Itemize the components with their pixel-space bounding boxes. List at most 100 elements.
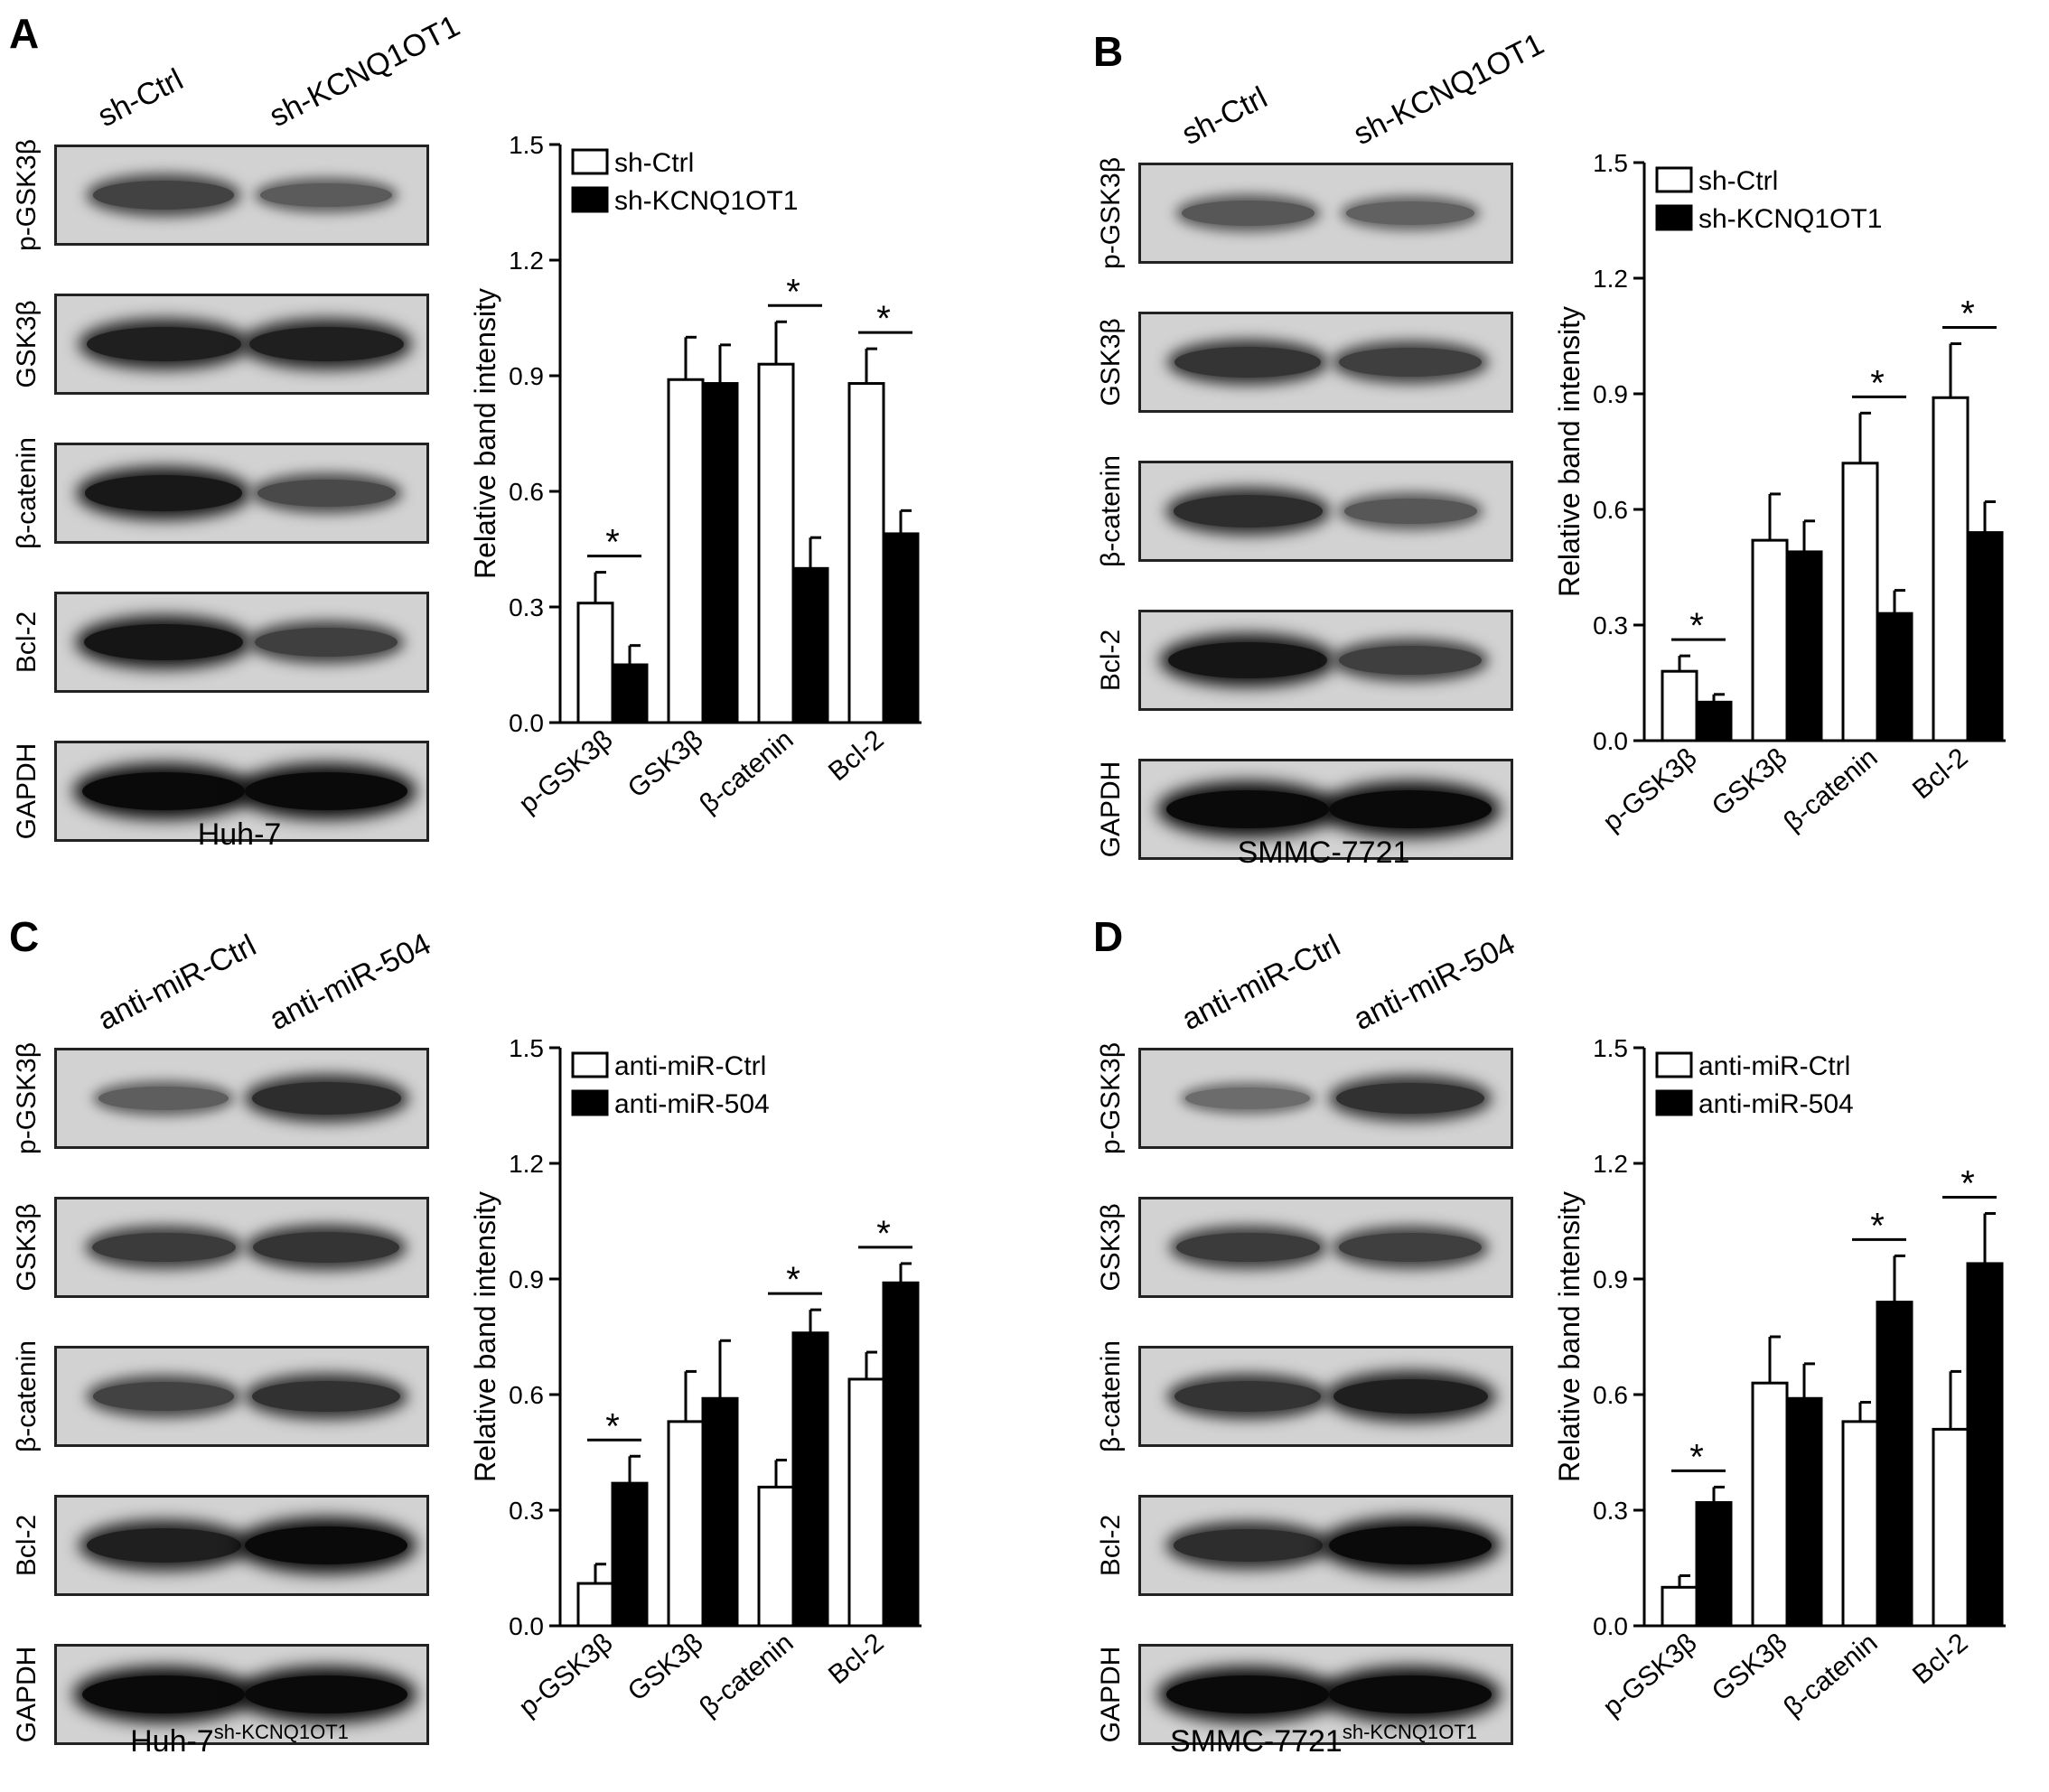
- y-tick-label: 1.5: [509, 131, 544, 159]
- band: [86, 326, 241, 362]
- x-tick-label: GSK3β: [1707, 1628, 1793, 1707]
- blot-β-catenin: [54, 1346, 429, 1447]
- lane-label: anti-miR-Ctrl: [1176, 928, 1346, 1038]
- band: [1173, 1529, 1323, 1562]
- legend-label: anti-miR-Ctrl: [614, 1051, 766, 1081]
- row-label: p-GSK3β: [1096, 157, 1126, 269]
- legend-swatch: [1655, 1051, 1693, 1078]
- x-tick-label: Bcl-2: [1907, 1628, 1974, 1690]
- y-tick-label: 0.9: [1593, 380, 1628, 408]
- y-tick-label: 0.0: [509, 709, 544, 737]
- bar: [1876, 611, 1913, 742]
- x-tick-label: p-GSK3β: [1597, 742, 1702, 837]
- bar: [1966, 1262, 2004, 1628]
- significance-star: *: [605, 1406, 620, 1446]
- bar: [1751, 538, 1789, 742]
- blot-GAPDH: [54, 1644, 429, 1745]
- y-tick-label: 1.2: [509, 1150, 544, 1178]
- y-tick-label: 0.9: [509, 1265, 544, 1293]
- bar: [1841, 1420, 1879, 1628]
- band: [248, 326, 404, 362]
- lane-label: sh-Ctrl: [92, 61, 189, 135]
- significance-star: *: [1689, 606, 1704, 646]
- band: [93, 181, 234, 210]
- legend-label: sh-KCNQ1OT1: [1698, 204, 1882, 234]
- band: [1336, 1082, 1484, 1115]
- legend-label: anti-miR-Ctrl: [1698, 1051, 1850, 1081]
- blot-Bcl-2: [54, 592, 429, 693]
- row-label: GSK3β: [1096, 1203, 1126, 1292]
- blot-Bcl-2: [1138, 1495, 1513, 1596]
- band: [251, 1082, 401, 1115]
- row-label: β-catenin: [12, 437, 42, 549]
- cell-line-label: Huh-7: [198, 817, 282, 853]
- y-axis-label: Relative band intensity: [1553, 306, 1586, 597]
- blot-GSK3β: [54, 294, 429, 395]
- legend-swatch: [571, 1051, 609, 1078]
- row-label: p-GSK3β: [12, 139, 42, 251]
- legend-swatch: [571, 1089, 609, 1116]
- blot-β-catenin: [54, 443, 429, 544]
- y-axis-label: Relative band intensity: [469, 1191, 501, 1482]
- y-tick-label: 1.2: [1593, 1150, 1628, 1178]
- band: [1181, 201, 1315, 226]
- panel-letter: B: [1093, 28, 1124, 75]
- band: [1329, 790, 1492, 828]
- y-tick-label: 1.2: [509, 247, 544, 275]
- blot-GAPDH: [1138, 1644, 1513, 1745]
- bar: [611, 663, 649, 724]
- legend-label: anti-miR-504: [614, 1089, 770, 1119]
- blot-Bcl-2: [1138, 610, 1513, 711]
- cell-line-name: SMMC-7721: [1170, 1724, 1343, 1759]
- row-label: GAPDH: [12, 742, 42, 840]
- lane-label: sh-Ctrl: [1176, 79, 1273, 153]
- row-label: β-catenin: [1096, 1340, 1126, 1452]
- x-tick-label: Bcl-2: [823, 1628, 890, 1690]
- legend-label: anti-miR-504: [1698, 1089, 1854, 1119]
- band: [1333, 1378, 1488, 1414]
- x-tick-label: p-GSK3β: [513, 724, 618, 819]
- y-tick-label: 0.3: [509, 593, 544, 621]
- x-tick-label: β-catenin: [1778, 742, 1883, 837]
- band: [1185, 1087, 1310, 1109]
- lane-label: sh-KCNQ1OT1: [1348, 26, 1549, 153]
- bar: [576, 602, 614, 724]
- panel-letter: D: [1093, 913, 1124, 960]
- row-label: p-GSK3β: [1096, 1042, 1126, 1154]
- blot-Bcl-2: [54, 1495, 429, 1596]
- bar-chart-d: 0.0 0.3 0.6 0.9 1.2 1.5 Relative band intensit…: [1553, 1034, 2006, 1722]
- bar: [1932, 396, 1969, 742]
- y-axis-label: Relative band intensity: [1553, 1191, 1586, 1482]
- cell-line-name: SMMC-7721: [1237, 835, 1410, 870]
- row-label: Bcl-2: [1096, 1514, 1126, 1577]
- blot-p-GSK3β: [54, 1048, 429, 1149]
- band: [85, 475, 242, 511]
- band: [1339, 347, 1482, 378]
- band: [86, 1527, 241, 1563]
- bar: [1932, 1427, 1969, 1628]
- y-tick-label: 0.6: [509, 478, 544, 506]
- bar: [847, 1377, 885, 1628]
- bar: [1661, 669, 1698, 742]
- y-tick-label: 0.0: [509, 1612, 544, 1640]
- lane-label: anti-miR-504: [1348, 926, 1520, 1038]
- band: [91, 1232, 236, 1263]
- blot-GSK3β: [54, 1197, 429, 1298]
- bar: [882, 532, 920, 724]
- y-tick-label: 1.5: [1593, 1034, 1628, 1062]
- bar: [757, 362, 795, 724]
- band: [1166, 1675, 1329, 1713]
- bar: [701, 1396, 739, 1628]
- bar: [847, 382, 885, 724]
- legend-swatch: [1655, 166, 1693, 193]
- x-tick-label: GSK3β: [1707, 742, 1793, 822]
- cell-line-label: SMMC-7721sh-KCNQ1OT1: [1170, 1721, 1477, 1759]
- x-tick-label: Bcl-2: [823, 724, 890, 787]
- significance-star: *: [1870, 1206, 1885, 1246]
- band: [1329, 1675, 1492, 1713]
- blot-GAPDH: [1138, 759, 1513, 860]
- row-label: GSK3β: [12, 1203, 42, 1292]
- cell-line-name: Huh-7: [130, 1724, 214, 1759]
- blot-β-catenin: [1138, 461, 1513, 562]
- bar: [757, 1485, 795, 1628]
